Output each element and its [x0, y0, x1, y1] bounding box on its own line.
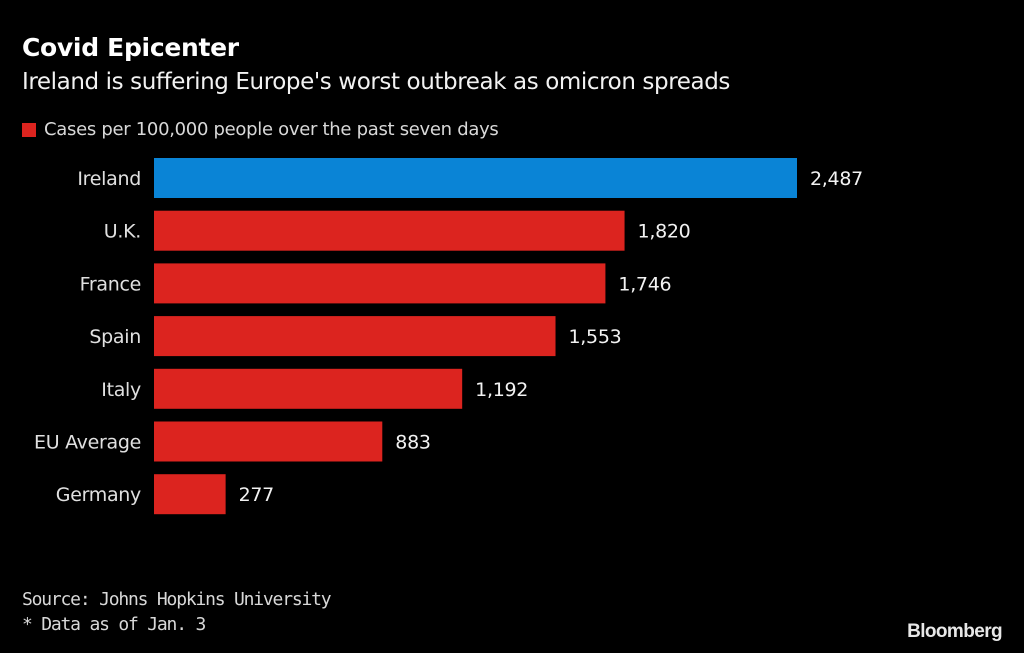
source-note: Source: Johns Hopkins University: [22, 589, 332, 610]
legend: Cases per 100,000 people over the past s…: [22, 119, 499, 140]
data-date-note: * Data as of Jan. 3: [22, 614, 206, 635]
value-label: 883: [395, 432, 430, 454]
category-label: Ireland: [77, 168, 141, 190]
bar-germany: [154, 474, 226, 515]
bar-u-k: [154, 210, 625, 251]
bar-eu-average: [154, 421, 383, 462]
chart-title: Covid Epicenter: [22, 33, 239, 62]
category-label: Spain: [89, 326, 141, 348]
chart-subtitle: Ireland is suffering Europe's worst outb…: [22, 69, 730, 95]
category-label: Italy: [101, 379, 141, 401]
category-label: France: [80, 273, 141, 295]
category-label: U.K.: [104, 221, 141, 243]
value-label: 1,820: [638, 221, 691, 243]
legend-swatch: [22, 122, 36, 137]
value-label: 1,553: [569, 326, 622, 348]
bar-spain: [154, 316, 556, 357]
bar-ireland: [154, 158, 797, 198]
category-label: Germany: [56, 484, 141, 506]
value-label: 2,487: [810, 168, 863, 190]
value-label: 1,746: [618, 273, 671, 295]
legend-label: Cases per 100,000 people over the past s…: [44, 119, 499, 140]
value-label: 277: [239, 484, 274, 506]
category-label: EU Average: [34, 432, 141, 454]
bar-france: [154, 263, 606, 304]
bloomberg-logo: Bloomberg: [907, 621, 1002, 642]
bar-italy: [154, 368, 463, 409]
value-label: 1,192: [475, 379, 528, 401]
